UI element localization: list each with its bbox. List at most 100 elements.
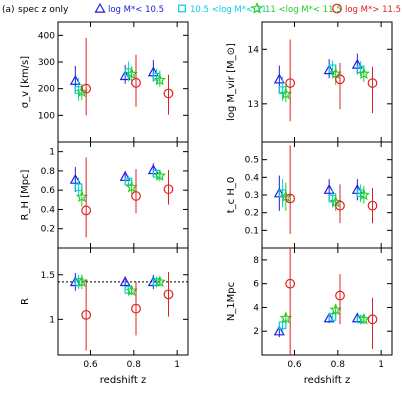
y-tick-label: 1.5: [41, 271, 55, 281]
panel-R: 1 1.5 0.6 0.8 1 redshift z R: [20, 247, 189, 386]
data-point: [81, 205, 92, 216]
data-point: [153, 73, 166, 86]
legend-marker-square: [178, 4, 186, 13]
series-circle: [285, 248, 378, 355]
data-point: [367, 200, 378, 211]
legend-label: 10.5 <log M*< 11: [190, 5, 267, 15]
data-point: [285, 78, 296, 88]
series-square: [278, 60, 365, 102]
data-point: [273, 325, 285, 336]
data-point: [329, 67, 342, 80]
data-point: [335, 74, 345, 85]
data-point: [81, 83, 92, 94]
data-point: [163, 88, 174, 99]
y-tick-label: 6: [253, 280, 259, 290]
legend-marker-triangle: [94, 2, 106, 13]
data-point: [125, 180, 138, 193]
y-axis-label: R: [20, 298, 31, 305]
y-tick-label: 0.2: [245, 209, 259, 219]
data-point: [153, 275, 166, 288]
data-point: [163, 184, 174, 195]
header: (a) spec z only: [2, 5, 69, 15]
series-triangle: [69, 60, 159, 93]
y-axis-label: σ_v [km/s]: [20, 56, 31, 108]
legend-label: log M*< 10.5: [108, 5, 164, 15]
data-point: [367, 314, 378, 325]
y-tick-label: 13: [248, 100, 259, 110]
legend-item: log M*> 11.5: [332, 3, 401, 15]
y-tick-label: 1: [49, 148, 55, 158]
x-tick-label: 0.8: [127, 360, 142, 370]
series-square: [74, 274, 161, 295]
x-tick-label: 0.6: [83, 360, 98, 370]
y-tick-label: 0.8: [41, 167, 56, 177]
series-star: [75, 169, 166, 207]
data-point: [323, 312, 335, 323]
series-star: [279, 303, 370, 325]
y-axis-label: t_c H_0: [226, 177, 237, 213]
series-circle: [81, 157, 174, 238]
data-point: [357, 188, 370, 201]
legend-label: log M*> 11.5: [345, 5, 401, 15]
data-point: [335, 290, 345, 301]
y-tick-label: 14: [248, 45, 260, 55]
data-point: [153, 169, 166, 181]
series-square: [74, 168, 161, 197]
series-square: [278, 312, 365, 332]
y-tick-label: 2: [253, 327, 259, 337]
data-point: [323, 183, 335, 194]
figure-title: spec z only: [18, 5, 69, 15]
y-tick-label: 0.1: [245, 226, 259, 236]
legend-item: 10.5 <log M*< 11: [178, 4, 267, 15]
data-point: [163, 289, 174, 300]
data-point: [357, 67, 370, 80]
legend-marker-star: [250, 2, 264, 14]
y-tick-label: 0.3: [245, 191, 259, 201]
legend-label: 11 <log M*< 11.5: [265, 5, 342, 15]
data-point: [131, 191, 141, 201]
y-tick-label: 8: [253, 256, 259, 266]
data-point: [323, 64, 335, 75]
panel-log_Mvir: 13 14 log M_vir [M_⊙]: [226, 21, 393, 143]
data-point: [75, 85, 88, 98]
series-circle: [81, 272, 174, 351]
legend-item: log M*< 10.5: [94, 2, 164, 15]
figure-tag: (a): [2, 5, 15, 15]
data-point: [367, 78, 378, 88]
series-square: [74, 61, 161, 101]
x-tick-label: 1: [174, 360, 180, 370]
data-point: [69, 74, 81, 85]
x-tick-label: 0.6: [287, 360, 302, 370]
y-axis-label: N_1Mpc: [226, 282, 237, 321]
data-point: [285, 278, 296, 289]
data-point: [75, 275, 88, 288]
data-point: [69, 173, 81, 184]
legend-item: 11 <log M*< 11.5: [250, 2, 342, 15]
y-tick-label: 0.5: [245, 156, 259, 166]
series-square: [278, 179, 365, 208]
data-point: [131, 303, 141, 314]
y-tick-label: 100: [38, 111, 55, 121]
panel-N_1Mpc: 2 4 6 8 0.6 0.8 1 redshift z N_1Mpc: [226, 247, 393, 386]
panel-frame: [261, 247, 393, 356]
x-tick-label: 0.8: [331, 360, 346, 370]
data-point: [335, 200, 345, 211]
y-tick-label: 400: [38, 31, 55, 41]
series-circle: [285, 145, 378, 234]
y-tick-label: 1: [49, 315, 55, 325]
data-point: [119, 276, 131, 287]
y-tick-label: 0.6: [41, 186, 56, 196]
data-point: [279, 87, 292, 100]
panel-sigma_v: 100 200 300 400 σ_v [km/s]: [20, 21, 189, 143]
series-circle: [81, 38, 174, 116]
panel-R_H: 0.2 0.4 0.6 0.8 1 R_H [Mpc]: [20, 141, 189, 249]
y-tick-label: 0.4: [41, 205, 56, 215]
data-point: [81, 309, 92, 320]
y-tick-label: 300: [38, 58, 55, 68]
x-axis-label: redshift z: [304, 375, 350, 386]
series-triangle: [273, 175, 363, 211]
data-point: [357, 312, 370, 325]
